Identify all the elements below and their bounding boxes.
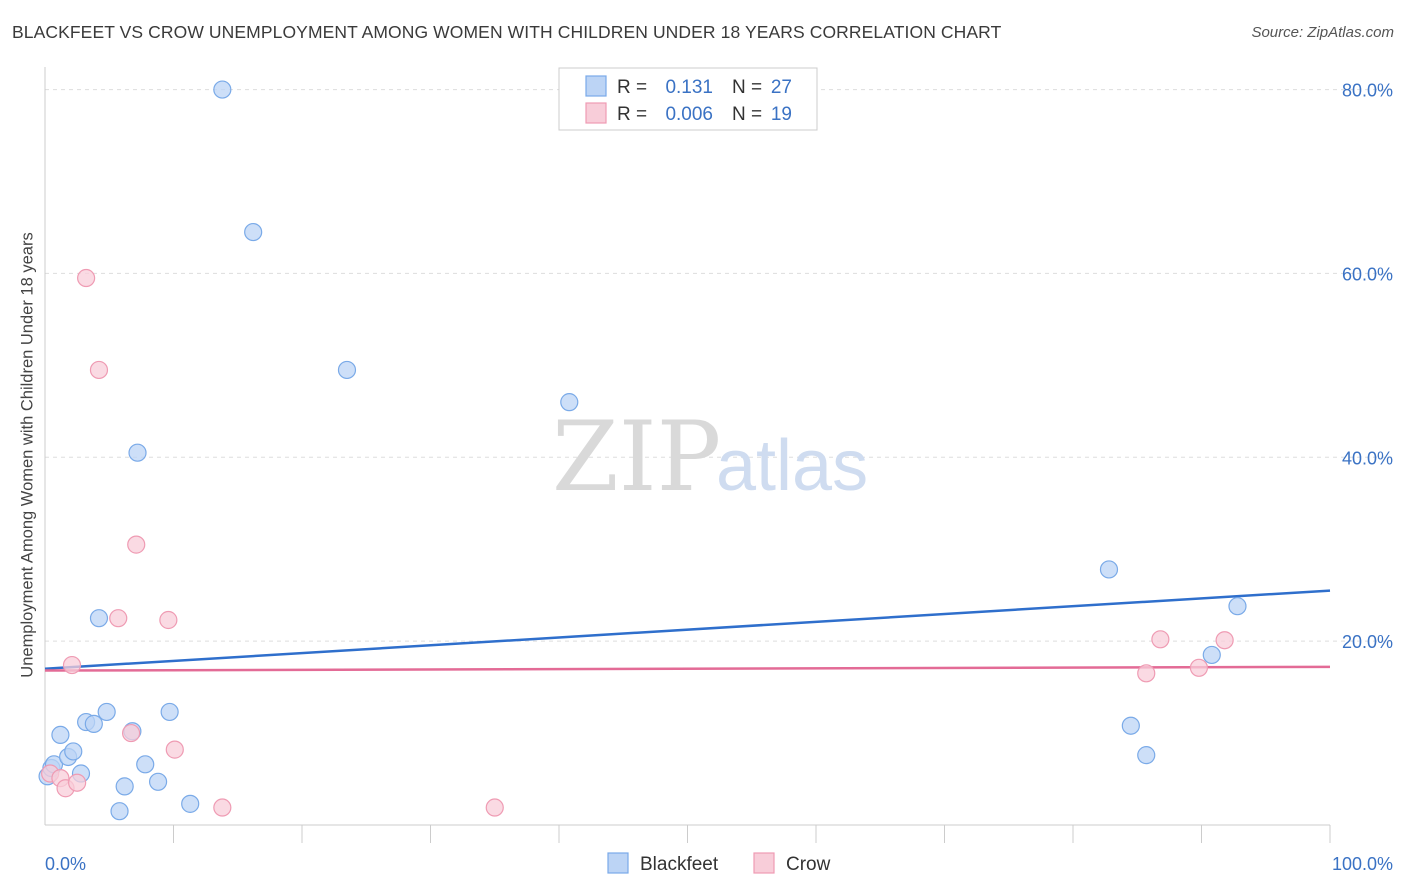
y-tick-labels: 20.0% 40.0% 60.0% 80.0% (1342, 81, 1393, 653)
point-blackfeet (181, 794, 200, 813)
point-blackfeet (115, 777, 134, 796)
point-blackfeet (244, 222, 263, 242)
point-blackfeet (1099, 560, 1119, 579)
point-crow (127, 535, 146, 554)
point-crow (89, 360, 109, 380)
watermark-zip: ZIP (552, 401, 721, 513)
point-blackfeet (64, 742, 83, 761)
watermark: ZIP atlas (552, 401, 868, 513)
trend-line-crow (44, 665, 1331, 672)
point-crow (121, 723, 141, 743)
point-blackfeet (97, 702, 116, 722)
legend-n-label: N = (732, 77, 762, 98)
point-crow (1137, 664, 1156, 683)
x-tick-label: 100.0% (1332, 854, 1393, 874)
point-crow (1215, 631, 1234, 650)
watermark-atlas: atlas (716, 426, 868, 506)
source-credit: Source: ZipAtlas.com (1251, 24, 1394, 41)
point-blackfeet (1202, 645, 1221, 665)
point-crow (77, 268, 96, 288)
point-blackfeet (213, 80, 232, 99)
point-crow (165, 740, 184, 759)
chart-title: BLACKFEET VS CROW UNEMPLOYMENT AMONG WOM… (12, 22, 1002, 42)
point-crow (1189, 658, 1209, 677)
y-tick-label: 20.0% (1342, 632, 1393, 652)
legend-n-value: 27 (771, 77, 792, 98)
point-blackfeet (1137, 746, 1156, 765)
legend-n-value: 19 (771, 104, 792, 125)
legend-r-value: 0.131 (665, 77, 713, 98)
point-crow (1151, 630, 1170, 649)
series-label-blackfeet: Blackfeet (640, 854, 719, 875)
y-tick-label: 40.0% (1342, 448, 1393, 468)
point-blackfeet (136, 755, 155, 774)
legend-r-label: R = (617, 104, 647, 125)
correlation-legend: R = 0.131 N = 27 R = 0.006 N = 19 (558, 67, 818, 131)
point-blackfeet (89, 609, 109, 628)
point-crow (213, 798, 232, 817)
point-blackfeet (1121, 716, 1140, 735)
trend-lines (44, 589, 1331, 672)
x-tick-labels: 0.0% 100.0% (45, 854, 1393, 874)
y-tick-label: 80.0% (1342, 81, 1393, 101)
point-blackfeet (110, 802, 129, 821)
point-crow (68, 773, 87, 792)
axes (44, 67, 1331, 843)
point-blackfeet (560, 393, 579, 412)
legend-swatch-crow (585, 102, 607, 124)
point-crow (62, 655, 82, 675)
legend-r-label: R = (617, 77, 647, 98)
point-blackfeet (51, 725, 70, 745)
point-blackfeet (84, 714, 103, 733)
point-blackfeet (1228, 597, 1247, 616)
trend-line-blackfeet (44, 589, 1331, 670)
series-label-crow: Crow (786, 854, 831, 875)
y-tick-label: 60.0% (1342, 264, 1393, 284)
series-swatch-blackfeet (607, 852, 629, 874)
legend-n-label: N = (732, 104, 762, 125)
point-blackfeet (337, 360, 357, 380)
legend-swatch-blackfeet (585, 75, 607, 97)
legend-r-value: 0.006 (665, 104, 713, 125)
point-blackfeet (148, 772, 168, 791)
x-tick-label: 0.0% (45, 854, 86, 874)
gridlines (45, 89, 1392, 642)
point-crow (109, 609, 128, 628)
point-blackfeet (128, 443, 147, 462)
point-crow (485, 798, 504, 817)
series-swatch-crow (753, 852, 775, 874)
point-blackfeet (160, 702, 179, 722)
data-points (38, 80, 1247, 821)
series-legend: Blackfeet Crow (607, 852, 831, 875)
point-crow (159, 610, 178, 630)
